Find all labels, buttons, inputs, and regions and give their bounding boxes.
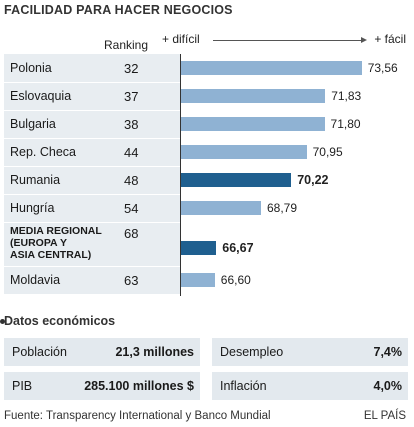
country-label: Hungría — [10, 201, 55, 215]
rank-value: 68 — [124, 226, 139, 241]
card-label: Población — [12, 345, 67, 359]
row-divider — [4, 110, 180, 111]
card-value: 285.100 millones $ — [84, 379, 194, 393]
bar — [181, 173, 292, 187]
country-label: Polonia — [10, 61, 52, 75]
value-label: 71,80 — [330, 117, 361, 131]
row-divider — [4, 222, 180, 223]
table-row — [4, 222, 180, 266]
card-population: Población 21,3 millones — [4, 338, 200, 366]
bar — [181, 61, 362, 75]
value-label: 70,95 — [312, 145, 343, 159]
chart-title: FACILIDAD PARA HACER NEGOCIOS — [4, 3, 233, 17]
card-unemployment: Desempleo 7,4% — [212, 338, 408, 366]
bar — [181, 273, 215, 287]
ranking-header: Ranking — [104, 38, 149, 52]
value-label: 71,83 — [331, 89, 362, 103]
ranking-table: Polonia 32 73,56 Eslovaquia 37 71,83 Bulgaria 3… — [0, 54, 414, 296]
rank-value: 32 — [124, 61, 139, 76]
value-label: 68,79 — [267, 201, 298, 215]
bar — [181, 117, 325, 131]
arrow-right-icon — [361, 37, 367, 43]
source-note: Fuente: Transparency International y Ban… — [4, 410, 271, 422]
rank-value: 44 — [124, 145, 139, 160]
table-row — [4, 266, 180, 294]
rank-value: 37 — [124, 89, 139, 104]
country-label: Eslovaquia — [10, 89, 72, 103]
table-row — [4, 82, 180, 110]
value-label: 66,67 — [222, 241, 254, 255]
row-divider — [4, 266, 180, 267]
value-label: 73,56 — [367, 61, 398, 75]
table-row — [4, 138, 180, 166]
table-row — [4, 166, 180, 194]
country-label: Rep. Checa — [10, 145, 77, 159]
row-divider — [4, 194, 180, 195]
bullet-icon — [0, 319, 5, 324]
table-row — [4, 110, 180, 138]
bar — [181, 241, 217, 255]
card-value: 4,0% — [373, 379, 403, 393]
table-row — [4, 194, 180, 222]
card-label: PIB — [12, 379, 33, 393]
bar-axis — [180, 54, 181, 296]
difficult-label: + difícil — [162, 32, 200, 46]
economic-data-title: Datos económicos — [4, 314, 116, 328]
country-label: Rumania — [10, 173, 61, 187]
row-divider — [4, 82, 180, 83]
value-label: 66,60 — [220, 273, 251, 287]
easy-label: + fácil — [374, 32, 406, 46]
card-inflation: Inflación 4,0% — [212, 372, 408, 400]
scale-arrow-line — [213, 40, 365, 41]
value-label: 70,22 — [297, 173, 329, 187]
card-gdp: PIB 285.100 millones $ — [4, 372, 200, 400]
card-value: 21,3 millones — [115, 345, 194, 359]
card-label: Desempleo — [220, 345, 284, 359]
country-label: MEDIA REGIONAL (EUROPA Y ASIA CENTRAL) — [10, 225, 102, 261]
card-value: 7,4% — [373, 345, 403, 359]
rank-value: 48 — [124, 173, 139, 188]
country-label: Moldavia — [10, 273, 61, 287]
rank-value: 38 — [124, 117, 139, 132]
country-label: Bulgaria — [10, 117, 56, 131]
rank-value: 63 — [124, 273, 139, 288]
row-divider — [4, 138, 180, 139]
bar — [181, 145, 307, 159]
bar — [181, 201, 261, 215]
row-divider — [4, 166, 180, 167]
rank-value: 54 — [124, 201, 139, 216]
table-row — [4, 54, 180, 82]
publisher-credit: EL PAÍS — [363, 410, 406, 422]
bar — [181, 89, 326, 103]
card-label: Inflación — [220, 379, 267, 393]
